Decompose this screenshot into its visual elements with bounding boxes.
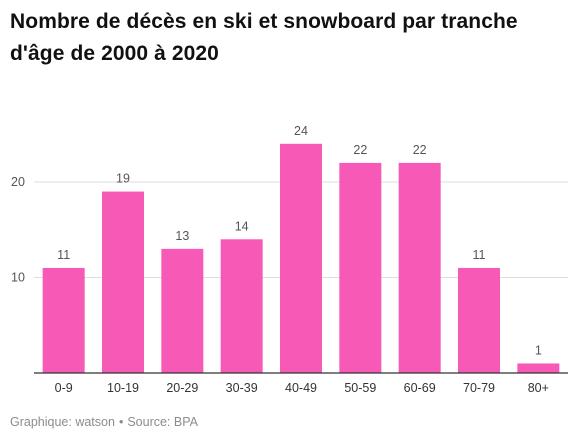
- chart-footer: Graphique: watson • Source: BPA: [10, 415, 198, 429]
- bar: [339, 162, 382, 373]
- x-tick-label: 0-9: [55, 381, 73, 395]
- bar-value-label: 22: [413, 143, 427, 157]
- y-tick-label: 10: [11, 271, 25, 285]
- bar: [398, 162, 441, 373]
- x-tick-label: 30-39: [226, 381, 258, 395]
- bar: [102, 191, 144, 373]
- x-tick-label: 40-49: [285, 381, 317, 395]
- bar-value-label: 14: [235, 219, 249, 233]
- x-tick-label: 70-79: [463, 381, 495, 395]
- footer-source: Source: BPA: [127, 415, 198, 429]
- bar-value-label: 11: [473, 248, 486, 262]
- x-tick-label: 50-59: [344, 381, 376, 395]
- footer-separator: •: [118, 415, 124, 429]
- x-tick-label: 60-69: [404, 381, 436, 395]
- x-tick-label: 80+: [528, 381, 549, 395]
- x-tick-label: 10-19: [107, 381, 139, 395]
- bar-value-label: 24: [294, 124, 308, 138]
- bar: [458, 267, 500, 373]
- bar: [280, 143, 322, 373]
- footer-graphic-credit: Graphique: watson: [10, 415, 115, 429]
- chart-title: Nombre de décès en ski et snowboard par …: [10, 10, 518, 65]
- bar: [161, 248, 204, 373]
- bar: [517, 363, 560, 373]
- bar-value-label: 13: [175, 229, 189, 243]
- x-tick-label: 20-29: [166, 381, 198, 395]
- bar-value-label: 22: [353, 143, 367, 157]
- bar: [220, 239, 263, 373]
- bar-value-label: 11: [57, 248, 70, 262]
- bar-value-label: 19: [116, 172, 130, 186]
- bar: [42, 267, 85, 373]
- y-tick-label: 20: [11, 175, 25, 189]
- bar-value-label: 1: [535, 343, 542, 357]
